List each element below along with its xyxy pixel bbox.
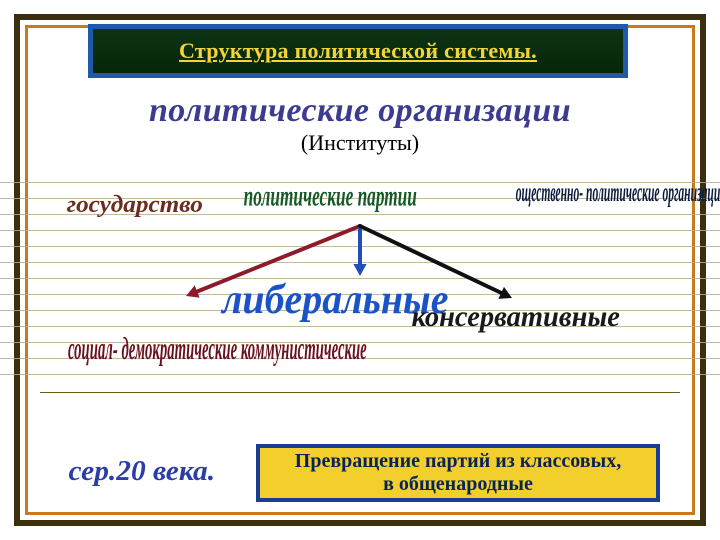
party-conservative: консервативные — [411, 300, 619, 334]
heading-sub: (Институты) — [0, 130, 720, 156]
slide-canvas: Структура политической системы. политиче… — [0, 0, 720, 540]
heading-italic: политические организации — [0, 92, 720, 130]
category-movements: ощественно- политические организации и д… — [516, 178, 720, 209]
ruled-line-dark — [40, 392, 680, 393]
category-state: государство — [67, 192, 203, 219]
info-line2: в общенародные — [383, 473, 533, 495]
category-parties: политические партии — [244, 181, 417, 215]
title-text: Структура политической системы. — [179, 38, 537, 64]
title-box: Структура политической системы. — [88, 24, 628, 78]
info-text: Превращение партий из классовых, в общен… — [295, 450, 621, 496]
era-label: сер.20 века. — [69, 456, 216, 488]
info-line1: Превращение партий из классовых, — [295, 450, 621, 472]
party-socdem: социал- демократические коммунистические — [68, 330, 367, 368]
info-box: Превращение партий из классовых, в общен… — [256, 444, 660, 502]
